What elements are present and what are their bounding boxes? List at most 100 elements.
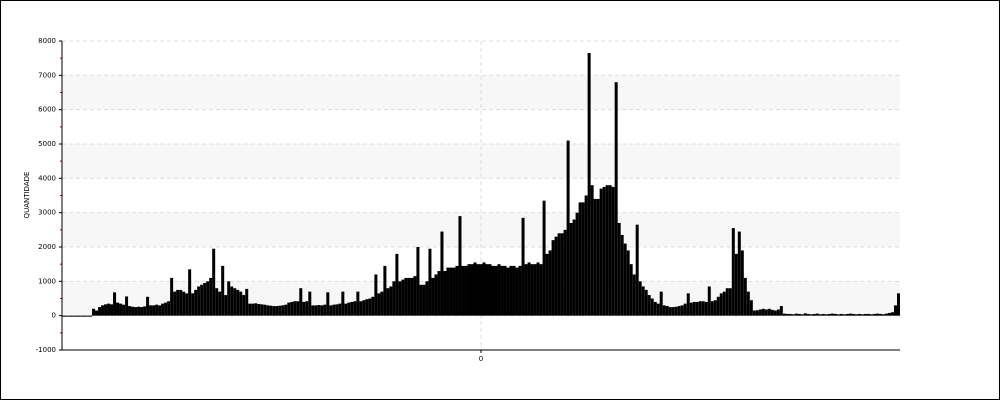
bar [536,262,540,316]
bar [275,306,279,316]
bar [194,289,198,316]
bar [356,291,360,316]
bar [743,277,747,316]
bar [566,140,570,316]
bar [302,301,306,316]
bar [212,248,216,316]
bar [242,295,246,316]
bar [824,314,828,316]
bar [494,265,498,316]
bar [587,53,591,316]
bar [119,303,123,316]
bar [581,202,585,316]
bar [758,309,762,316]
bar [479,264,483,316]
bar [785,313,789,316]
bar [107,303,111,316]
bar [413,276,417,316]
bar [797,313,801,316]
bar [74,315,78,317]
bar [806,313,810,316]
bar [296,301,300,316]
bar [428,248,432,316]
bar [206,281,210,316]
bar [173,291,177,316]
bar [467,264,471,316]
bar [560,233,564,316]
bar [761,308,765,316]
bar [620,234,624,316]
bar [290,301,294,316]
bar [434,274,438,316]
bar [767,308,771,316]
bar [506,267,510,316]
bar [476,264,480,316]
bar [425,281,429,316]
bar [239,291,243,316]
bar [440,231,444,316]
bar [512,265,516,316]
bar [419,284,423,316]
bar [524,264,528,316]
bar [731,228,735,316]
bar [320,305,324,316]
bar [71,315,75,317]
bar [851,313,855,316]
bar [632,274,636,316]
bar [779,306,783,316]
bar [578,202,582,316]
bar [542,200,546,316]
bar [116,302,120,316]
bar [584,195,588,316]
bar [407,277,411,316]
bar [551,240,555,316]
bar [752,310,756,316]
bar [332,304,336,316]
bar [863,313,867,316]
bar [80,315,84,317]
bar [674,306,678,316]
bar [704,301,708,316]
bar [599,188,603,316]
bar [317,305,321,316]
bar [380,291,384,316]
bar [554,236,558,316]
bar [650,298,654,316]
bar [65,315,69,317]
bar [527,262,531,316]
bar [170,277,174,316]
bar [593,198,597,316]
bar [248,303,252,316]
bar [164,302,168,316]
bar [713,300,717,316]
bar [137,306,141,316]
y-tick-label: -1000 [36,346,56,354]
bar [464,265,468,316]
bar [773,310,777,316]
bar [701,301,705,316]
bar [677,306,681,316]
bar [449,267,453,316]
bar [590,185,594,316]
bar [263,304,267,316]
bar [860,314,864,316]
bar [737,231,741,316]
bar [398,281,402,316]
bar [359,301,363,316]
bar [470,264,474,316]
bar [257,303,261,316]
bar [497,264,501,316]
bar [188,269,192,316]
bar [800,314,804,316]
bar [635,224,639,316]
bar [311,305,315,316]
bar [755,310,759,316]
bar [857,313,861,316]
bar [254,303,258,316]
bar [896,293,900,316]
bar [365,299,369,316]
bar [110,304,114,316]
bar [101,305,105,316]
bar [740,250,744,316]
